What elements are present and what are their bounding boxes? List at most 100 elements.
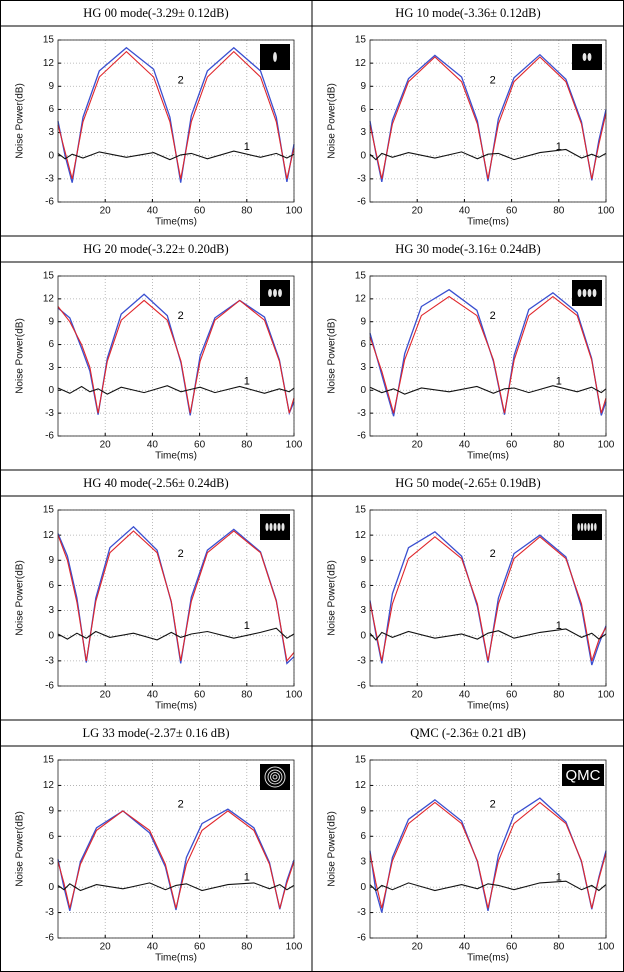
y-tick-label: 0 xyxy=(360,150,366,161)
x-tick-label: 40 xyxy=(459,206,471,217)
chart-title: HG 30 mode(-3.16± 0.24dB) xyxy=(395,242,540,256)
y-tick-label: 15 xyxy=(355,505,367,516)
x-tick-label: 40 xyxy=(147,690,159,701)
y-tick-label: -3 xyxy=(45,408,54,419)
y-tick-label: -3 xyxy=(357,408,366,419)
curve-label: 1 xyxy=(556,141,562,153)
data-line xyxy=(369,295,607,414)
x-tick-label: 80 xyxy=(241,690,253,701)
plot-area xyxy=(370,760,606,938)
mode-spot xyxy=(577,523,580,531)
y-tick-label: 6 xyxy=(48,831,54,842)
data-line xyxy=(369,801,607,909)
y-tick-label: 0 xyxy=(48,630,54,641)
x-axis-label: Time(ms) xyxy=(467,217,509,228)
mode-ring xyxy=(267,769,283,785)
data-line xyxy=(57,385,295,395)
y-axis-label: Noise Power(dB) xyxy=(327,83,338,159)
x-tick-label: 100 xyxy=(598,440,615,451)
plot-area xyxy=(370,40,606,202)
mode-spot xyxy=(268,289,272,297)
x-tick-label: 80 xyxy=(241,440,253,451)
x-tick-label: 60 xyxy=(506,206,518,217)
y-tick-label: 3 xyxy=(48,127,54,138)
curve-label: 2 xyxy=(178,310,184,322)
curve-label: 1 xyxy=(244,141,250,153)
x-tick-label: 100 xyxy=(598,206,615,217)
data-line xyxy=(369,385,607,395)
x-tick-label: 80 xyxy=(241,942,253,953)
mode-ring xyxy=(270,772,280,782)
mode-spot xyxy=(273,289,277,297)
curve-label: 1 xyxy=(244,871,250,883)
mode-ring xyxy=(272,774,278,780)
x-tick-label: 80 xyxy=(553,942,565,953)
curve-label: 2 xyxy=(490,310,496,322)
y-tick-label: 6 xyxy=(360,580,366,591)
mode-spot xyxy=(582,53,587,61)
mode-spot xyxy=(587,289,592,297)
y-tick-label: 0 xyxy=(360,630,366,641)
y-axis-label: Noise Power(dB) xyxy=(15,318,26,394)
mode-spot xyxy=(587,53,592,61)
y-tick-label: 3 xyxy=(48,362,54,373)
chart-title: LG 33 mode(-2.37± 0.16 dB) xyxy=(82,726,229,740)
curve-label: 1 xyxy=(244,376,250,388)
x-axis-label: Time(ms) xyxy=(467,701,509,712)
y-tick-label: -6 xyxy=(357,431,366,442)
y-tick-label: -6 xyxy=(357,197,366,208)
y-tick-label: 12 xyxy=(355,58,367,69)
y-tick-label: 12 xyxy=(43,58,55,69)
data-line xyxy=(369,536,607,662)
curve-label: 2 xyxy=(178,798,184,810)
curve-label: 1 xyxy=(556,620,562,632)
y-axis-label: Noise Power(dB) xyxy=(15,560,26,636)
curve-label: 1 xyxy=(556,871,562,883)
x-tick-label: 80 xyxy=(553,440,565,451)
data-line xyxy=(57,627,295,641)
y-tick-label: 12 xyxy=(43,780,55,791)
plot-area xyxy=(58,40,294,202)
axes-frame xyxy=(369,39,607,203)
x-tick-label: 20 xyxy=(412,690,424,701)
y-tick-label: 3 xyxy=(48,605,54,616)
data-line xyxy=(57,530,295,663)
plot-area xyxy=(370,510,606,686)
y-tick-label: 9 xyxy=(360,81,366,92)
mode-spot xyxy=(594,523,597,531)
y-tick-label: 9 xyxy=(48,805,54,816)
x-tick-label: 60 xyxy=(194,690,206,701)
data-line xyxy=(369,880,607,892)
y-tick-label: -6 xyxy=(45,197,54,208)
y-tick-label: 12 xyxy=(355,530,367,541)
y-tick-label: 3 xyxy=(360,856,366,867)
y-axis-label: Noise Power(dB) xyxy=(327,560,338,636)
y-tick-label: 15 xyxy=(355,755,367,766)
data-line xyxy=(369,148,607,161)
x-tick-label: 40 xyxy=(147,942,159,953)
mode-spot xyxy=(273,52,277,62)
mode-spot xyxy=(281,523,285,531)
x-axis-label: Time(ms) xyxy=(467,451,509,462)
x-tick-label: 80 xyxy=(241,206,253,217)
inset-label: QMC xyxy=(566,767,601,784)
curve-label: 1 xyxy=(244,620,250,632)
mode-spot xyxy=(277,523,281,531)
mode-spot xyxy=(265,523,269,531)
chart-title: HG 20 mode(-3.22± 0.20dB) xyxy=(83,242,228,256)
data-line xyxy=(369,628,607,641)
x-axis-label: Time(ms) xyxy=(155,217,197,228)
x-tick-label: 40 xyxy=(147,206,159,217)
y-tick-label: 15 xyxy=(355,271,367,282)
y-tick-label: 15 xyxy=(43,505,55,516)
y-tick-label: 0 xyxy=(360,882,366,893)
axes-frame xyxy=(57,275,295,437)
y-tick-label: -6 xyxy=(45,933,54,944)
x-tick-label: 100 xyxy=(286,440,303,451)
x-tick-label: 60 xyxy=(506,440,518,451)
y-tick-label: 6 xyxy=(48,339,54,350)
